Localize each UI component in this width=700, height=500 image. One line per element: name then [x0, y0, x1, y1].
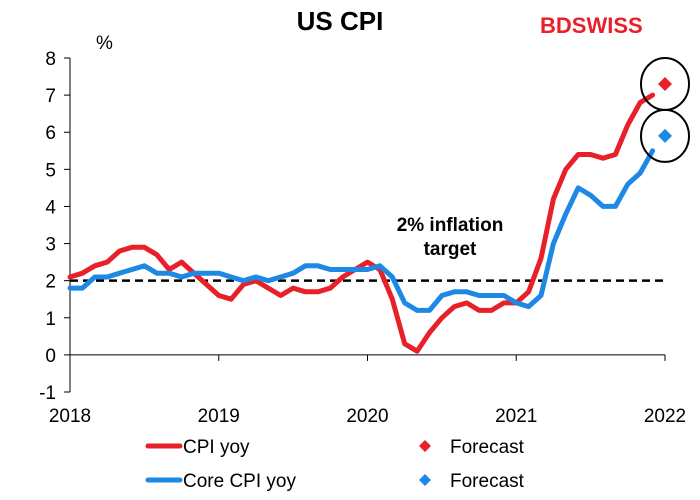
- legend: CPI yoy Core CPI yoy Forecast Forecast: [145, 437, 525, 492]
- y-tick-label: 7: [45, 86, 56, 107]
- y-axis: -1 0 1 2 3 4 5 6 7 8: [39, 49, 70, 404]
- y-tick-label: 0: [45, 346, 56, 367]
- annotation-line-2: target: [424, 239, 477, 260]
- inflation-target-annotation: 2% inflation target: [397, 215, 504, 260]
- x-tick-label: 2022: [644, 406, 686, 427]
- legend-label-core-cpi: Core CPI yoy: [183, 471, 296, 492]
- legend-label-forecast-cpi: Forecast: [450, 437, 525, 458]
- x-tick-label: 2020: [346, 406, 388, 427]
- y-tick-label: 4: [45, 197, 56, 218]
- y-tick-label: 5: [45, 160, 56, 181]
- legend-forecast-marker-core-cpi: [419, 474, 431, 486]
- logo-part-swiss: SWISS: [572, 13, 643, 38]
- chart-title: US CPI: [297, 6, 384, 36]
- legend-label-forecast-core-cpi: Forecast: [450, 471, 525, 492]
- logo-part-bd: BD: [540, 13, 572, 38]
- y-tick-label: 3: [45, 235, 56, 256]
- x-tick-label: 2021: [495, 406, 537, 427]
- forecast-marker-core-cpi: [658, 128, 672, 143]
- x-axis: 2018 2019 2020 2021 2022: [49, 354, 686, 427]
- legend-forecast-marker-cpi: [419, 440, 431, 452]
- y-axis-unit-label: %: [96, 33, 113, 54]
- y-tick-label: 8: [45, 49, 56, 70]
- forecast-marker-cpi: [658, 76, 672, 91]
- x-tick-label: 2019: [198, 406, 240, 427]
- x-tick-label: 2018: [49, 406, 91, 427]
- y-tick-label: 2: [45, 272, 56, 293]
- y-tick-label: 6: [45, 123, 56, 144]
- brand-logo: BDSWISS: [540, 13, 643, 38]
- series-line-cpi: [67, 92, 656, 354]
- forecast-circle-core-cpi: [640, 108, 690, 163]
- series-line-core-cpi: [67, 148, 656, 313]
- y-tick-label: 1: [45, 309, 56, 330]
- y-tick-label: -1: [39, 383, 56, 404]
- annotation-line-1: 2% inflation: [397, 215, 504, 236]
- legend-label-cpi: CPI yoy: [183, 437, 250, 458]
- svg-text:BDSWISS: BDSWISS: [540, 13, 643, 38]
